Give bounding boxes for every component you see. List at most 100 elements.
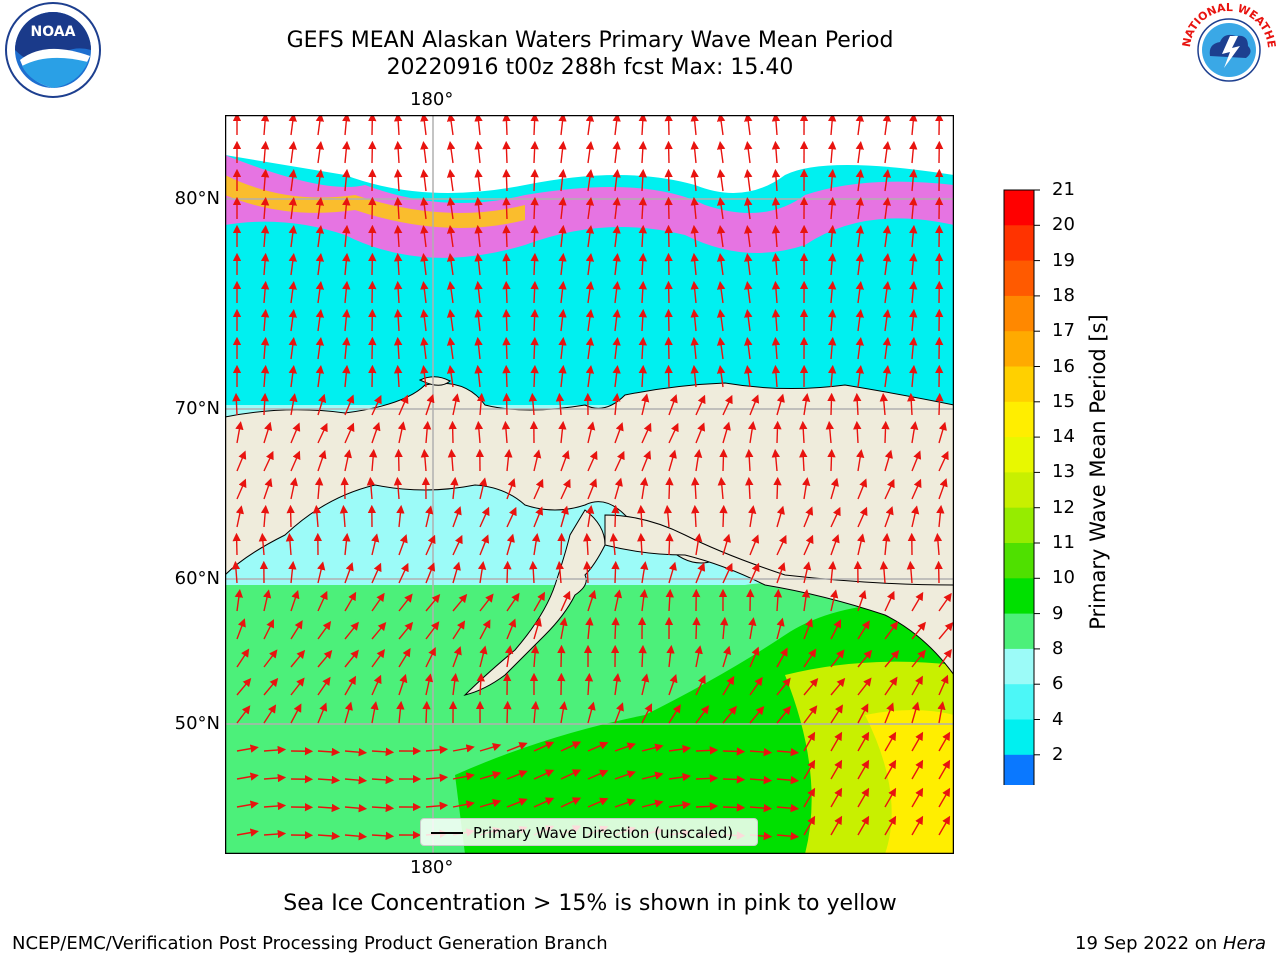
wave-arrow bbox=[855, 308, 864, 332]
wave-arrow bbox=[771, 448, 780, 472]
wave-arrow bbox=[371, 831, 395, 841]
wave-arrow bbox=[290, 649, 306, 668]
wave-arrow bbox=[803, 705, 818, 724]
wave-arrow bbox=[585, 197, 595, 220]
wave-arrow bbox=[260, 336, 270, 360]
wave-arrow bbox=[288, 280, 297, 304]
wave-arrow bbox=[531, 700, 540, 724]
wave-arrow bbox=[315, 337, 325, 360]
wave-arrow bbox=[803, 759, 816, 780]
wave-arrow bbox=[776, 647, 788, 668]
legend-line-swatch bbox=[431, 832, 463, 834]
wave-arrow bbox=[263, 649, 278, 668]
wave-arrow bbox=[909, 140, 918, 164]
wave-arrow bbox=[638, 196, 647, 220]
wave-arrow bbox=[909, 308, 918, 332]
wave-arrow bbox=[882, 337, 892, 360]
wave-arrow bbox=[558, 224, 567, 248]
wave-arrow bbox=[342, 140, 351, 164]
colorbar-tick-label: 4 bbox=[1052, 708, 1064, 730]
wave-arrow bbox=[722, 747, 746, 756]
wave-arrow bbox=[558, 308, 567, 332]
wave-arrow bbox=[722, 533, 731, 556]
wave-arrow bbox=[557, 532, 566, 556]
wave-arrow bbox=[803, 731, 816, 752]
wave-arrow bbox=[290, 422, 301, 444]
wave-arrow bbox=[666, 644, 675, 668]
wave-arrow bbox=[452, 800, 475, 809]
colorbar-segment bbox=[1004, 437, 1034, 473]
wave-arrow bbox=[446, 281, 456, 304]
wave-arrow bbox=[638, 364, 647, 388]
wave-arrow bbox=[641, 393, 650, 416]
colorbar-tick-label: 18 bbox=[1052, 284, 1075, 306]
wave-arrow bbox=[424, 673, 434, 696]
wave-arrow bbox=[235, 421, 244, 444]
wave-arrow bbox=[855, 168, 864, 192]
wave-arrow bbox=[422, 700, 431, 724]
wave-arrow bbox=[503, 700, 512, 724]
wave-arrow bbox=[560, 741, 582, 752]
wave-arrow bbox=[803, 815, 816, 836]
wave-arrow bbox=[909, 224, 918, 248]
wave-arrow bbox=[502, 336, 511, 360]
colorbar-tick-label: 14 bbox=[1052, 426, 1075, 448]
wave-arrow bbox=[882, 253, 892, 276]
wave-arrow bbox=[776, 705, 792, 724]
wave-arrow bbox=[830, 731, 843, 752]
wave-arrow bbox=[585, 225, 595, 248]
wave-arrow bbox=[479, 534, 490, 556]
wave-arrow bbox=[691, 476, 700, 500]
map-legend: Primary Wave Direction (unscaled) bbox=[420, 818, 758, 846]
wave-arrow bbox=[290, 620, 303, 640]
wave-arrow bbox=[342, 252, 351, 276]
wave-arrow bbox=[587, 478, 598, 500]
wave-arrow bbox=[474, 140, 483, 164]
wave-arrow bbox=[911, 701, 920, 724]
wave-arrow bbox=[857, 759, 870, 780]
wave-arrow bbox=[909, 336, 918, 360]
colorbar-segment bbox=[1004, 260, 1034, 297]
wave-arrow bbox=[344, 748, 368, 757]
wave-arrow bbox=[558, 336, 567, 360]
wave-arrow bbox=[371, 803, 395, 813]
wave-arrow bbox=[530, 364, 539, 388]
wave-arrow bbox=[587, 701, 596, 724]
wave-arrow bbox=[235, 505, 244, 528]
wave-arrow bbox=[830, 619, 842, 640]
colorbar-segment bbox=[1004, 225, 1034, 262]
wave-arrow bbox=[533, 506, 544, 528]
wave-arrow bbox=[613, 589, 623, 612]
wave-arrow bbox=[802, 477, 811, 500]
wave-arrow bbox=[530, 644, 540, 668]
wave-arrow bbox=[695, 562, 706, 584]
wave-arrow bbox=[288, 308, 297, 332]
wave-arrow bbox=[342, 336, 351, 360]
wave-arrow bbox=[236, 450, 247, 472]
wave-arrow bbox=[285, 532, 295, 556]
wave-arrow bbox=[938, 421, 947, 444]
wave-arrow bbox=[371, 562, 382, 584]
wave-arrow bbox=[531, 533, 541, 556]
wave-arrow bbox=[425, 593, 441, 612]
wave-arrow bbox=[827, 224, 837, 248]
wave-direction-arrows bbox=[231, 115, 954, 841]
wave-arrow bbox=[637, 504, 646, 528]
wave-arrow bbox=[884, 449, 893, 472]
wave-arrow bbox=[857, 478, 868, 500]
wave-arrow bbox=[315, 281, 325, 304]
sea-ice-note: Sea Ice Concentration > 15% is shown in … bbox=[283, 891, 897, 916]
wave-arrow bbox=[690, 280, 699, 304]
wave-arrow bbox=[393, 308, 403, 332]
wave-arrow bbox=[315, 115, 325, 136]
wave-arrow bbox=[342, 364, 351, 388]
wave-arrow bbox=[317, 621, 332, 640]
wave-arrow bbox=[452, 593, 468, 612]
wave-arrow bbox=[745, 476, 754, 500]
wave-arrow bbox=[827, 168, 837, 192]
wave-arrow bbox=[263, 773, 287, 783]
wave-arrow bbox=[398, 621, 414, 640]
wave-arrow bbox=[719, 448, 728, 472]
wave-arrow bbox=[911, 815, 924, 836]
wave-arrow bbox=[857, 620, 870, 640]
